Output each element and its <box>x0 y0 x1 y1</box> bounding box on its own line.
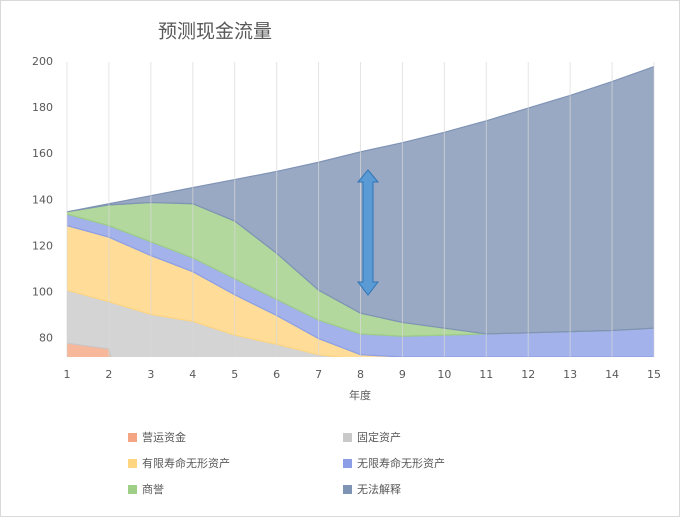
area <box>67 342 112 357</box>
legend-label: 商誉 <box>142 482 164 496</box>
x-tick-label: 8 <box>357 368 364 381</box>
y-tick-label: 120 <box>32 239 53 252</box>
x-tick-label: 15 <box>647 368 661 381</box>
y-tick-label: 200 <box>32 55 53 68</box>
y-tick-label: 80 <box>39 332 53 345</box>
x-tick-label: 7 <box>315 368 322 381</box>
legend-swatch <box>343 459 352 468</box>
overlay <box>66 62 655 357</box>
legend-swatch <box>343 433 352 442</box>
legend-swatch <box>128 459 137 468</box>
x-tick-label: 2 <box>105 368 112 381</box>
x-tick-label: 11 <box>479 368 493 381</box>
x-tick-label: 1 <box>64 368 71 381</box>
x-tick-label: 10 <box>437 368 451 381</box>
x-tick-label: 4 <box>189 368 196 381</box>
legend-label: 营运资金 <box>142 430 186 444</box>
x-axis-label: 年度 <box>349 388 371 402</box>
x-tick-label: 9 <box>399 368 406 381</box>
x-tick-label: 3 <box>147 368 154 381</box>
legend-label: 固定资产 <box>357 430 401 444</box>
x-tick-label: 12 <box>521 368 535 381</box>
x-tick-label: 6 <box>273 368 280 381</box>
x-tick-label: 5 <box>231 368 238 381</box>
y-tick-label: 160 <box>32 147 53 160</box>
y-tick-label: 100 <box>32 285 53 298</box>
annotation-arrow <box>356 169 380 296</box>
chart-title: 预测现金流量 <box>158 21 272 43</box>
x-tick-label: 14 <box>605 368 619 381</box>
y-tick-label: 140 <box>32 193 53 206</box>
legend-label: 无法解释 <box>357 482 401 496</box>
legend-swatch <box>343 485 352 494</box>
x-tick-label: 13 <box>563 368 577 381</box>
legend-label: 无限寿命无形资产 <box>357 456 445 470</box>
legend-swatch <box>128 485 137 494</box>
y-tick-label: 180 <box>32 101 53 114</box>
legend-label: 有限寿命无形资产 <box>142 456 230 470</box>
legend-swatch <box>128 433 137 442</box>
